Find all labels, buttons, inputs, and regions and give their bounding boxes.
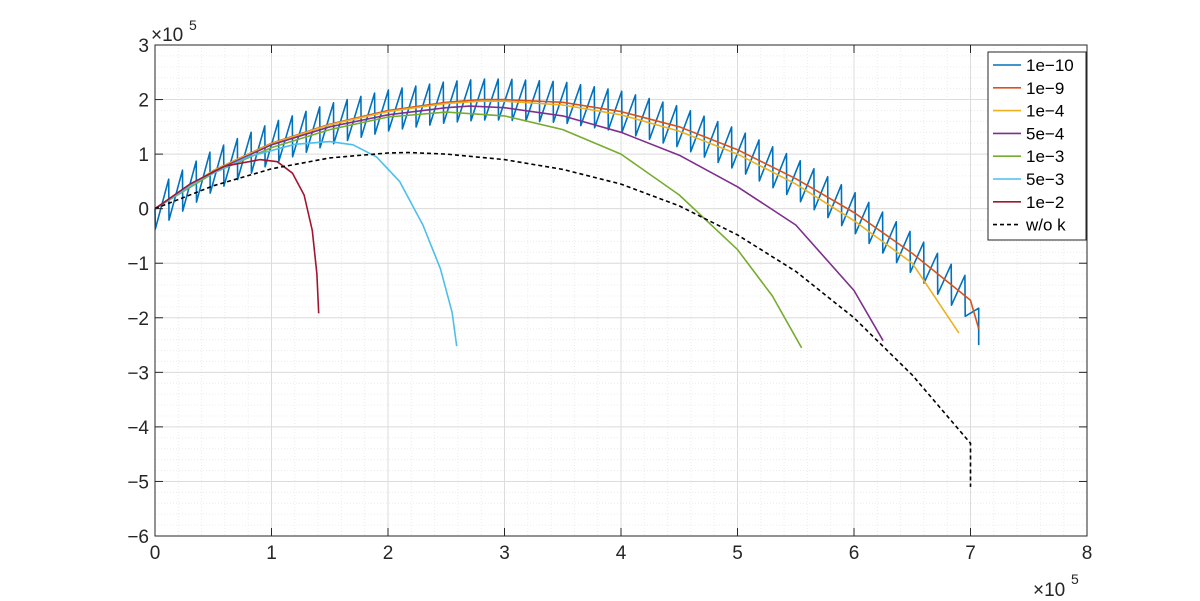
y-tick-label: 1 — [138, 145, 149, 166]
y-tick-label: −3 — [127, 363, 149, 384]
legend-items: 1e−10 1e−9 1e−4 5e−4 1e−3 5e−3 1e−2 w/o k — [993, 56, 1074, 235]
x-tick-label: 1 — [266, 543, 277, 564]
series-layer — [154, 78, 980, 487]
y-tick-labels: −6 −5 −4 −3 −2 −1 0 1 2 3 — [127, 36, 149, 548]
series-line-5 — [154, 111, 803, 349]
legend-label: w/o k — [1025, 216, 1066, 235]
x-tick-label: 8 — [1082, 543, 1093, 564]
y-tick-label: −5 — [127, 472, 149, 493]
series-line-7 — [154, 158, 320, 314]
series-line-1 — [154, 78, 980, 346]
y-tick-label: −4 — [127, 418, 149, 439]
legend-label: 1e−4 — [1026, 102, 1064, 121]
x-tick-labels: 0 1 2 3 4 5 6 7 8 — [150, 543, 1093, 564]
series-line-4 — [154, 105, 884, 342]
series-line-6 — [154, 140, 458, 347]
x-tick-label: 7 — [965, 543, 976, 564]
legend-label: 1e−2 — [1026, 193, 1064, 212]
legend-label: 1e−9 — [1026, 79, 1064, 98]
x-tick-label: 4 — [616, 543, 627, 564]
y-tick-label: −2 — [127, 309, 149, 330]
series-line-3 — [154, 100, 960, 334]
y-exponent-base: ×10 — [151, 25, 183, 46]
x-tick-label: 3 — [499, 543, 510, 564]
legend-label: 5e−3 — [1026, 170, 1064, 189]
x-tick-label: 5 — [732, 543, 743, 564]
legend-box — [987, 51, 1087, 241]
legend-label: 5e−4 — [1026, 124, 1064, 143]
x-exponent-base: ×10 — [1033, 580, 1065, 601]
legend: 1e−10 1e−9 1e−4 5e−4 1e−3 5e−3 1e−2 w/o k — [987, 51, 1087, 241]
y-tick-label: 0 — [138, 200, 149, 221]
y-tick-label: −1 — [127, 254, 149, 275]
x-tick-label: 0 — [150, 543, 161, 564]
legend-label: 1e−10 — [1026, 56, 1074, 75]
series-line-8 — [154, 151, 972, 487]
x-tick-label: 6 — [849, 543, 860, 564]
legend-label: 1e−3 — [1026, 147, 1064, 166]
y-tick-label: 3 — [138, 36, 149, 57]
y-exponent-power: 5 — [189, 17, 197, 33]
y-tick-label: 2 — [138, 91, 149, 112]
x-exponent-power: 5 — [1071, 571, 1079, 587]
x-tick-label: 2 — [383, 543, 394, 564]
y-tick-label: −6 — [127, 527, 149, 548]
